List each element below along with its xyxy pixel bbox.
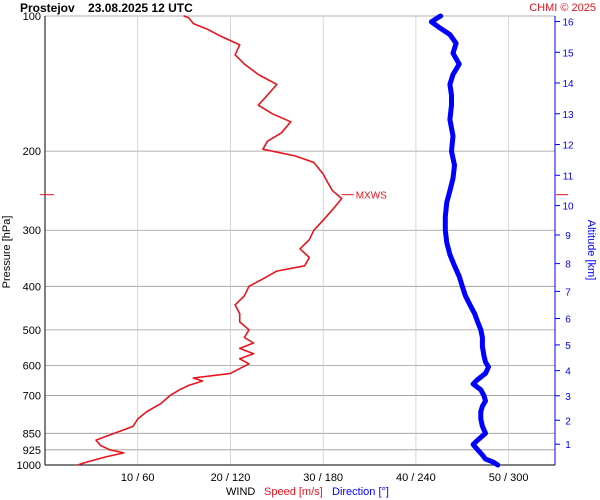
altitude-tick-label: 9: [565, 231, 571, 242]
altitude-tick-label: 15: [562, 48, 574, 59]
pressure-tick-label: 400: [23, 281, 41, 293]
altitude-tick-label: 10: [562, 202, 574, 213]
pressure-tick-label: 500: [23, 325, 41, 337]
direction-series-line: [428, 13, 501, 468]
mxws-label: MXWS: [356, 191, 387, 202]
wind-tick-label: 10 / 60: [121, 472, 155, 484]
altitude-tick-label: 5: [565, 341, 571, 352]
pressure-tick-label: 600: [23, 360, 41, 372]
altitude-tick-label: 7: [565, 287, 571, 298]
altitude-tick-label: 4: [565, 367, 571, 378]
wind-tick-label: 20 / 120: [211, 472, 251, 484]
altitude-tick-label: 13: [562, 110, 574, 121]
altitude-tick-label: 6: [565, 315, 571, 326]
chart-title: Prostejov 23.08.2025 12 UTC: [20, 1, 193, 15]
altitude-tick-label: 2: [565, 416, 571, 427]
x-axis-title-line: WIND Speed [m/s] Direction [°]: [226, 486, 389, 498]
pressure-tick-label: 300: [23, 225, 41, 237]
pressure-tick-label: 700: [23, 390, 41, 402]
wind-tick-label: 50 / 300: [489, 472, 529, 484]
altitude-tick-label: 8: [565, 260, 571, 271]
pressure-tick-label: 1000: [17, 460, 41, 472]
altitude-tick-label: 3: [565, 392, 571, 403]
wind-tick-label: 30 / 180: [303, 472, 343, 484]
credit-label: CHMI © 2025: [529, 2, 596, 14]
pressure-tick-label: 925: [23, 445, 41, 457]
annotation-layer: MXWS: [40, 191, 568, 202]
grid-lines: [45, 15, 555, 466]
speed-series-line: [76, 15, 343, 466]
altitude-tick-label: 11: [563, 171, 574, 182]
x-axis-title: WIND: [226, 486, 255, 498]
altitude-tick-label: 1: [565, 440, 571, 451]
altitude-axis-title: Altitude [km]: [585, 220, 597, 281]
pressure-tick-label: 100: [23, 11, 41, 23]
pressure-axis-title: Pressure [hPa]: [1, 216, 13, 289]
altitude-tick-label: 16: [562, 18, 574, 29]
altitude-tick-label: 12: [562, 141, 574, 152]
series-layer: [76, 13, 501, 468]
wind-tick-label: 40 / 240: [396, 472, 436, 484]
pressure-tick-label: 200: [23, 146, 41, 158]
direction-axis-label: Direction [°]: [332, 486, 389, 498]
pressure-tick-label: 850: [23, 428, 41, 440]
altitude-tick-label: 14: [562, 79, 574, 90]
speed-axis-label: Speed [m/s]: [264, 486, 323, 498]
